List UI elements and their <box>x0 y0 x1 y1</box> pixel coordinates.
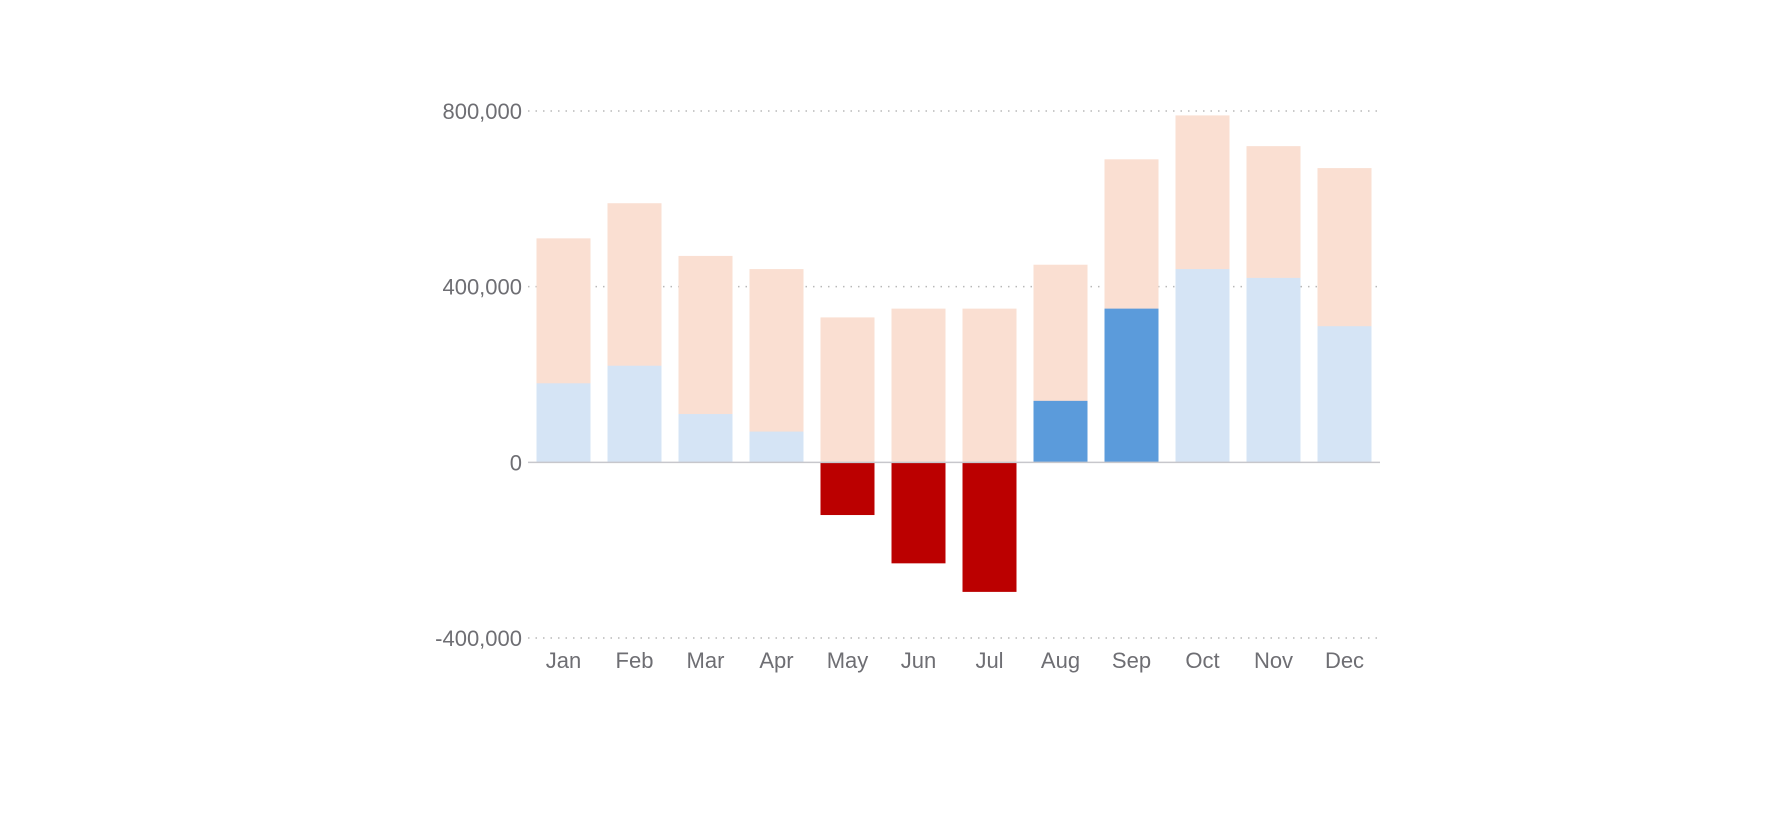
bar-net-feb <box>607 365 662 463</box>
bar-net-jul <box>962 462 1017 592</box>
bar-total-jul <box>962 308 1017 463</box>
bar-net-jan <box>536 383 591 463</box>
bar-net-mar <box>678 414 733 463</box>
bar-total-may <box>820 317 875 463</box>
x-tick-label: Jan <box>546 648 581 673</box>
x-axis-labels: Jan Feb Mar Apr May Jun Jul Aug Sep Oct Nov Dec <box>546 648 1364 673</box>
x-tick-label: Jun <box>901 648 936 673</box>
bar-net-jun <box>891 462 946 564</box>
bar-net-may <box>820 462 875 516</box>
x-tick-label: Oct <box>1185 648 1219 673</box>
x-tick-label: Dec <box>1325 648 1364 673</box>
bars-layer <box>536 115 1372 592</box>
x-tick-label: Nov <box>1254 648 1293 673</box>
y-tick-label: 800,000 <box>442 99 522 124</box>
x-tick-label: Jul <box>975 648 1003 673</box>
bar-net-apr <box>749 431 804 463</box>
x-tick-label: Aug <box>1041 648 1080 673</box>
x-tick-label: Sep <box>1112 648 1151 673</box>
bar-net-aug <box>1033 400 1088 463</box>
y-tick-label: 0 <box>510 450 522 475</box>
x-tick-label: Apr <box>759 648 793 673</box>
y-tick-label: -400,000 <box>435 626 522 651</box>
bar-net-dec <box>1317 326 1372 463</box>
x-tick-label: May <box>827 648 869 673</box>
bar-net-sep <box>1104 308 1159 463</box>
bar-total-apr <box>749 269 804 463</box>
y-tick-label: 400,000 <box>442 275 522 300</box>
bar-net-oct <box>1175 269 1230 463</box>
x-tick-label: Mar <box>687 648 725 673</box>
y-axis-labels: 800,000 400,000 0 -400,000 <box>435 99 522 651</box>
bar-net-nov <box>1246 277 1301 463</box>
bar-total-jun <box>891 308 946 463</box>
x-tick-label: Feb <box>616 648 654 673</box>
